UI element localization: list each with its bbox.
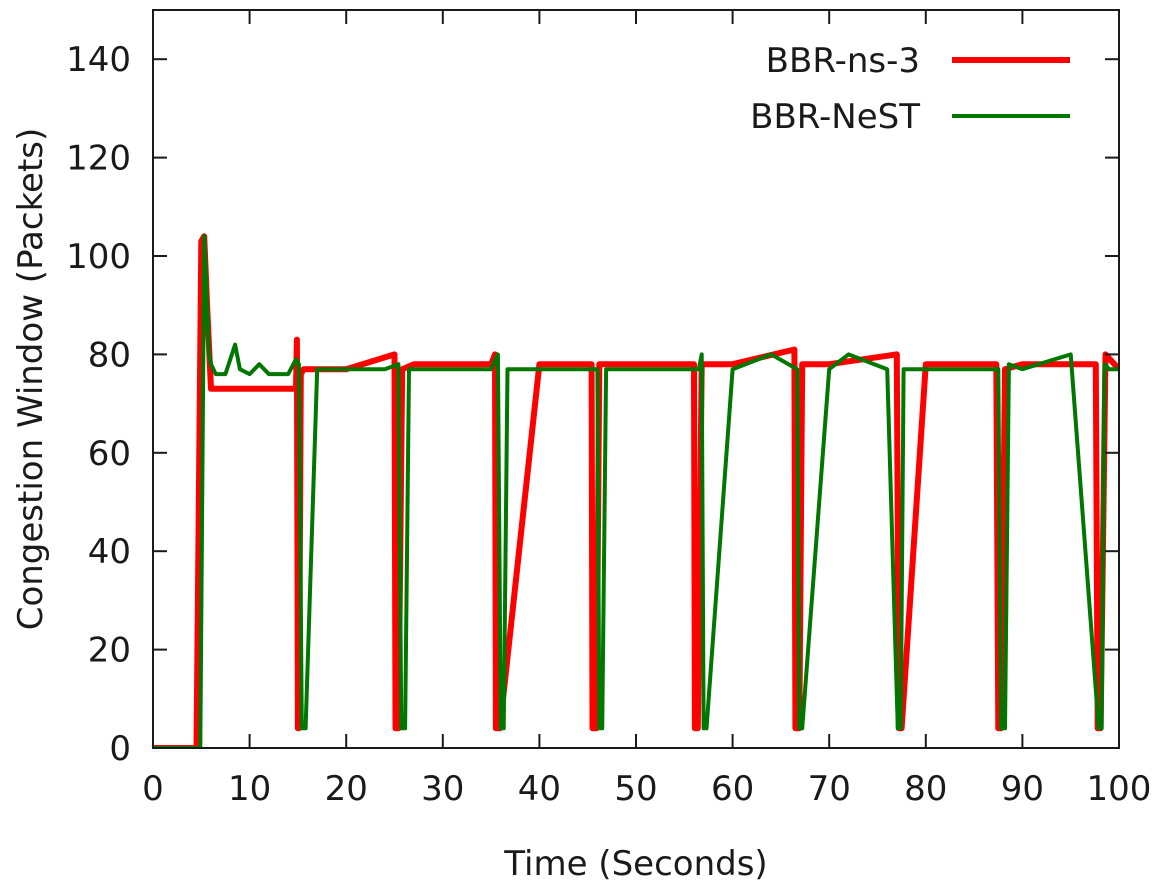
legend-label: BBR-ns-3 bbox=[766, 41, 920, 81]
y-tick-label: 100 bbox=[66, 237, 131, 277]
y-axis-label: Congestion Window (Packets) bbox=[11, 128, 51, 631]
series-layer bbox=[153, 233, 1119, 748]
y-tick-label: 20 bbox=[88, 631, 131, 671]
x-tick-label: 90 bbox=[1001, 769, 1044, 809]
y-tick-label: 140 bbox=[66, 40, 131, 80]
x-tick-label: 50 bbox=[614, 769, 657, 809]
y-tick-label: 60 bbox=[88, 434, 131, 474]
y-tick-label: 40 bbox=[88, 532, 131, 572]
x-tick-label: 80 bbox=[904, 769, 947, 809]
series-line-bbr-nest bbox=[153, 234, 1119, 748]
ticks-layer: 0 10 20 30 40 50 60 70 80 90 100 0 20 40 60 80 100 120 140 bbox=[66, 10, 1151, 809]
legend: BBR-ns-3 BBR-NeST bbox=[750, 41, 1070, 137]
x-tick-label: 40 bbox=[518, 769, 561, 809]
x-tick-label: 30 bbox=[421, 769, 464, 809]
y-tick-label: 80 bbox=[88, 335, 131, 375]
y-tick-label: 0 bbox=[109, 729, 131, 769]
x-tick-label: 100 bbox=[1087, 769, 1152, 809]
y-tick-label: 120 bbox=[66, 139, 131, 179]
legend-label: BBR-NeST bbox=[750, 97, 920, 137]
x-tick-label: 0 bbox=[142, 769, 164, 809]
x-tick-label: 60 bbox=[711, 769, 754, 809]
x-tick-label: 20 bbox=[325, 769, 368, 809]
plot-frame bbox=[152, 9, 1120, 749]
x-tick-label: 70 bbox=[808, 769, 851, 809]
series-line-bbr-ns-3 bbox=[153, 233, 1119, 748]
x-axis-label: Time (Seconds) bbox=[503, 844, 767, 884]
x-tick-label: 10 bbox=[228, 769, 271, 809]
